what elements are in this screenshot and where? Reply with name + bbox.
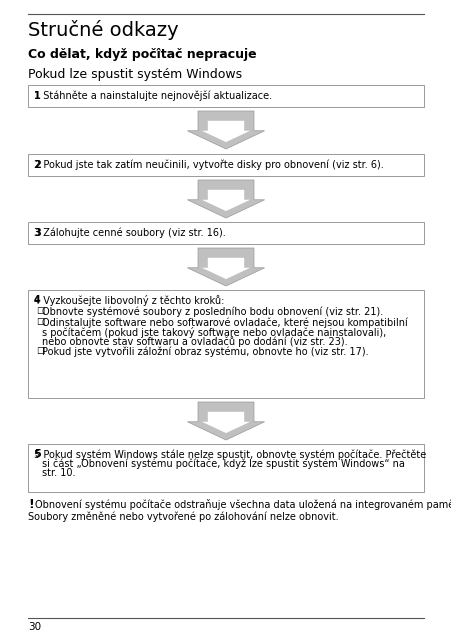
Text: 4: 4 [34, 295, 41, 305]
Text: 30: 30 [28, 622, 41, 632]
Polygon shape [187, 180, 264, 218]
Text: Soubory změněné nebo vytvořené po zálohování nelze obnovit.: Soubory změněné nebo vytvořené po záloho… [28, 512, 338, 522]
Text: Co dělat, když počîtač nepracuje: Co dělat, když počîtač nepracuje [28, 48, 256, 61]
Text: Pokud lze spustit systém Windows: Pokud lze spustit systém Windows [28, 68, 242, 81]
Text: 5: 5 [34, 449, 41, 459]
Text: 1: 1 [34, 91, 41, 101]
Text: 2 Pokud jste tak zatím neučinili, vytvořte disky pro obnovení (viz str. 6).: 2 Pokud jste tak zatím neučinili, vytvoř… [34, 160, 383, 170]
Text: 3 Zálohujte cenné soubory (viz str. 16).: 3 Zálohujte cenné soubory (viz str. 16). [34, 228, 225, 238]
Text: 2: 2 [34, 160, 41, 170]
Text: Stručné odkazy: Stručné odkazy [28, 20, 178, 40]
Text: 3: 3 [34, 228, 41, 238]
Polygon shape [187, 402, 264, 440]
Polygon shape [202, 412, 249, 433]
Text: s počítačem (pokud jste takový software nebo ovladače nainstalovali),: s počítačem (pokud jste takový software … [42, 326, 386, 337]
Bar [28, 154, 423, 176]
Bar [28, 444, 423, 492]
Polygon shape [187, 248, 264, 286]
Text: str. 10.: str. 10. [42, 468, 75, 478]
Text: Obnovení systému počítače odstraňuje všechna data uložená na integrovaném paměťo: Obnovení systému počítače odstraňuje vše… [35, 499, 451, 510]
Text: si část „Obnovení systému počítače, když lze spustit systém Windows“ na: si část „Obnovení systému počítače, když… [42, 458, 404, 469]
Polygon shape [202, 190, 249, 211]
Bar [28, 222, 423, 244]
Bar [28, 85, 423, 107]
Text: Pokud jste vytvořili záložní obraz systému, obnovte ho (viz str. 17).: Pokud jste vytvořili záložní obraz systé… [42, 346, 368, 357]
Text: 4 Vyzkoušejte libovolný z těchto kroků:: 4 Vyzkoušejte libovolný z těchto kroků: [34, 295, 224, 306]
Text: □: □ [36, 317, 44, 326]
Text: 5 Pokud systém Windows stále nelze spustit, obnovte systém počítače. Přečtěte: 5 Pokud systém Windows stále nelze spust… [34, 449, 425, 460]
Text: nebo obnovte stav softwaru a ovladačů po dodání (viz str. 23).: nebo obnovte stav softwaru a ovladačů po… [42, 336, 347, 347]
Text: Odinstalujte software nebo softwarové ovladače, které nejsou kompatibilní: Odinstalujte software nebo softwarové ov… [42, 317, 407, 328]
Bar [28, 290, 423, 398]
Polygon shape [202, 258, 249, 279]
Text: 1 Stáhněte a nainstalujte nejnovější aktualizace.: 1 Stáhněte a nainstalujte nejnovější akt… [34, 91, 272, 101]
Text: □: □ [36, 346, 44, 355]
Text: !: ! [28, 498, 34, 511]
Polygon shape [187, 111, 264, 149]
Text: Obnovte systémové soubory z posledního bodu obnovení (viz str. 21).: Obnovte systémové soubory z posledního b… [42, 307, 382, 317]
Polygon shape [202, 121, 249, 142]
Text: □: □ [36, 307, 44, 316]
